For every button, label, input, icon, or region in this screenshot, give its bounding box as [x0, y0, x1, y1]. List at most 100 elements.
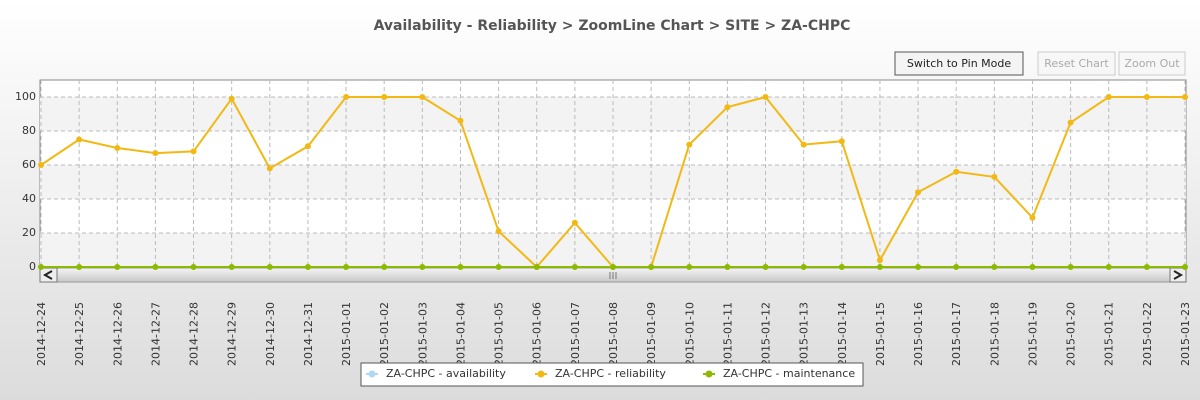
- x-tick-label: 2015-01-15: [874, 302, 887, 366]
- x-tick-label: 2015-01-07: [569, 302, 582, 366]
- point: [304, 143, 311, 150]
- legend: [360, 362, 864, 387]
- point: [533, 264, 540, 270]
- point: [571, 219, 578, 226]
- point: [1105, 264, 1112, 270]
- button-label[interactable]: Reset Chart: [1044, 57, 1109, 70]
- x-tick-label: 2015-01-10: [683, 302, 696, 366]
- point: [266, 165, 273, 172]
- point: [38, 162, 44, 168]
- point: [648, 264, 655, 270]
- point: [876, 264, 883, 270]
- point: [381, 94, 388, 100]
- x-tick-label: 2014-12-24: [35, 302, 48, 366]
- point: [190, 264, 197, 270]
- y-tick-label: 100: [15, 90, 36, 103]
- x-tick-label: 2015-01-04: [454, 302, 467, 366]
- point: [343, 94, 350, 100]
- point: [495, 228, 502, 235]
- x-tick-label: 2014-12-26: [111, 302, 124, 366]
- point: [762, 94, 769, 100]
- chart-title: Availability - Reliability > ZoomLine Ch…: [374, 18, 851, 34]
- point: [800, 141, 807, 148]
- x-tick-label: 2015-01-22: [1141, 302, 1154, 366]
- scroll-left-arrow: [42, 270, 53, 280]
- point: [1029, 214, 1036, 221]
- y-tick-label: 20: [22, 226, 36, 239]
- point: [1182, 264, 1188, 270]
- point: [495, 264, 502, 270]
- point: [266, 264, 273, 270]
- y-tick-label: 40: [22, 192, 36, 205]
- point: [343, 264, 350, 270]
- point: [1105, 94, 1112, 100]
- x-tick-label: 2015-01-11: [721, 302, 734, 366]
- point: [190, 148, 197, 155]
- x-tick-label: 2015-01-09: [645, 302, 658, 366]
- point: [457, 117, 464, 124]
- x-tick-label: 2015-01-05: [493, 302, 506, 366]
- point: [152, 150, 159, 157]
- y-tick-label: 80: [22, 124, 36, 137]
- point: [991, 173, 998, 180]
- x-tick-label: 2014-12-27: [149, 302, 162, 366]
- point: [152, 264, 159, 270]
- x-tick-label: 2014-12-28: [188, 302, 201, 366]
- legend-marker: [537, 370, 545, 378]
- scroll-left[interactable]: [39, 267, 58, 283]
- x-tick-label: 2015-01-23: [1179, 302, 1192, 366]
- legend-label: ZA-CHPC - availability: [386, 367, 506, 380]
- x-tick-label: 2015-01-21: [1103, 302, 1116, 366]
- point: [1143, 94, 1150, 100]
- point: [1067, 119, 1074, 126]
- point: [304, 264, 311, 270]
- x-tick-label: 2015-01-17: [950, 302, 963, 366]
- x-tick-label: 2015-01-02: [378, 302, 391, 366]
- button[interactable]: [894, 51, 1024, 76]
- scroll-right[interactable]: [1169, 267, 1187, 283]
- legend-marker: [368, 370, 376, 378]
- legend-label: ZA-CHPC - maintenance: [723, 367, 855, 380]
- point: [76, 136, 83, 143]
- point: [724, 104, 731, 111]
- point: [1182, 94, 1188, 100]
- x-tick-label: 2015-01-12: [760, 302, 773, 366]
- x-tick-label: 2014-12-30: [264, 302, 277, 366]
- x-tick-label: 2015-01-06: [531, 302, 544, 366]
- point: [686, 141, 693, 148]
- point: [571, 264, 578, 270]
- point: [991, 264, 998, 270]
- y-tick-label: 60: [22, 158, 36, 171]
- x-tick-label: 2015-01-19: [1026, 302, 1039, 366]
- legend-marker: [705, 370, 713, 378]
- x-tick-label: 2014-12-25: [73, 302, 86, 366]
- x-tick-label: 2014-12-29: [226, 302, 239, 366]
- point: [762, 264, 769, 270]
- button-label[interactable]: Switch to Pin Mode: [907, 57, 1012, 70]
- point: [915, 189, 922, 196]
- point: [381, 264, 388, 270]
- scroll-right-arrow: [1173, 270, 1184, 280]
- point: [419, 264, 426, 270]
- point: [114, 145, 121, 151]
- point: [838, 138, 845, 145]
- x-tick-label: 2015-01-20: [1065, 302, 1078, 366]
- point: [76, 264, 83, 270]
- button[interactable]: [1037, 51, 1116, 76]
- point: [114, 264, 121, 270]
- button-label[interactable]: Zoom Out: [1124, 57, 1180, 70]
- x-tick-label: 2014-12-31: [302, 302, 315, 366]
- x-tick-label: 2015-01-14: [836, 302, 849, 366]
- y-tick-label: 0: [29, 260, 36, 273]
- point: [228, 264, 235, 270]
- point: [915, 264, 922, 270]
- button[interactable]: [1118, 51, 1186, 76]
- point: [724, 264, 731, 270]
- point: [800, 264, 807, 270]
- point: [876, 257, 883, 264]
- point: [953, 264, 960, 270]
- point: [419, 94, 426, 100]
- x-tick-label: 2015-01-08: [607, 302, 620, 366]
- x-tick-label: 2015-01-13: [798, 302, 811, 366]
